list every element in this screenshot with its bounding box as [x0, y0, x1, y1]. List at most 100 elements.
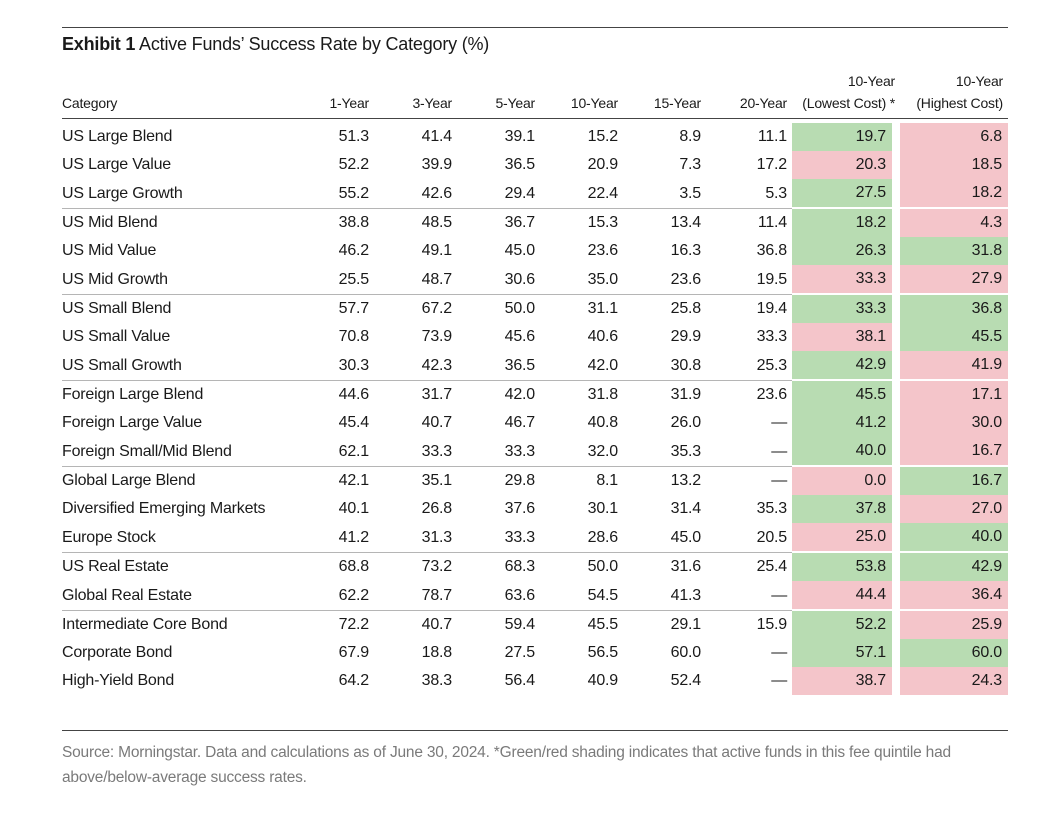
- value-cell: 33.3: [756, 328, 788, 345]
- value-cell: —: [771, 644, 787, 661]
- column-header: 1-Year: [298, 70, 374, 119]
- value-cell: 72.2: [338, 616, 370, 633]
- value-cell: 31.1: [587, 300, 619, 317]
- value-cell: 31.8: [587, 386, 619, 403]
- lowest-cost-cell: 25.0: [792, 523, 900, 553]
- top-rule: [62, 27, 1008, 28]
- lowest-cost-cell: 44.4: [792, 581, 900, 611]
- value-cell: 35.1: [421, 472, 453, 489]
- value-cell: —: [706, 437, 792, 467]
- value-cell: 7.3: [679, 156, 701, 173]
- table-row: Corporate Bond 67.9 18.8 27.5 56.5 60.0—57.1 6…: [62, 639, 1008, 667]
- value-cell: 40.7: [421, 414, 453, 431]
- value-cell: 42.3: [374, 351, 457, 381]
- value-cell: 31.9: [670, 386, 702, 403]
- value-cell: 29.4: [457, 179, 540, 209]
- success-rate-table: Category 1-Year 3-Year 5-Year 10-Year 15-Year…: [62, 70, 1008, 695]
- value-cell: —: [771, 414, 787, 431]
- table-row: US Real Estate 68.8 73.2 68.3 50.0 31.6 25.4 53…: [62, 553, 1008, 581]
- value-cell: 15.3: [587, 214, 619, 231]
- category-cell: US Mid Value: [62, 242, 157, 259]
- value-cell: 40.7: [421, 616, 453, 633]
- category-cell: Foreign Large Value: [62, 414, 202, 431]
- value-cell: 20.5: [706, 523, 792, 553]
- value-cell: 40.1: [338, 500, 370, 517]
- lowest-cost-cell: 37.8: [792, 495, 900, 523]
- value-cell: 46.2: [338, 242, 370, 259]
- highest-cost-cell: 16.7: [900, 467, 1008, 495]
- table-row: US Mid Blend 38.8 48.5 36.7 15.3 13.4 11.4 18.2…: [62, 209, 1008, 237]
- column-header: 10-Year (Highest Cost): [900, 70, 1008, 119]
- value-cell: 30.6: [457, 265, 540, 295]
- value-cell: 68.3: [504, 558, 536, 575]
- value-cell: 42.1: [338, 472, 370, 489]
- table-row: Global Real Estate 62.2 78.7 63.6 54.5 41.3—4…: [62, 581, 1008, 611]
- category-cell: US Large Growth: [62, 179, 298, 209]
- value-cell: 30.3: [298, 351, 374, 381]
- value-cell: 49.1: [421, 242, 453, 259]
- value-cell: 26.8: [421, 500, 453, 517]
- value-cell: 26.0: [670, 414, 702, 431]
- value-cell: 27.5: [504, 644, 536, 661]
- category-cell: Global Real Estate: [62, 581, 298, 611]
- highest-cost-cell: 60.0: [900, 639, 1008, 667]
- lowest-cost-cell: 38.7: [792, 667, 900, 695]
- value-cell: 32.0: [540, 437, 623, 467]
- lowest-cost-cell: 52.2: [792, 611, 900, 639]
- column-header: Category: [62, 70, 298, 119]
- value-cell: 29.9: [670, 328, 702, 345]
- value-cell: 36.5: [504, 156, 536, 173]
- value-cell: 3.5: [623, 179, 706, 209]
- value-cell: 68.8: [338, 558, 370, 575]
- value-cell: 46.7: [504, 414, 536, 431]
- value-cell: 52.4: [670, 672, 702, 689]
- lowest-cost-cell: 40.0: [792, 437, 900, 467]
- value-cell: 36.8: [756, 242, 788, 259]
- highest-cost-cell: 42.9: [900, 553, 1008, 581]
- value-cell: 40.6: [587, 328, 619, 345]
- exhibit-title: Exhibit 1 Active Funds’ Success Rate by …: [62, 34, 489, 55]
- table-row: Europe Stock 41.2 31.3 33.3 28.6 45.0 20.5 25.0…: [62, 523, 1008, 553]
- column-header-line1: 10-Year: [847, 73, 895, 89]
- value-cell: 38.8: [338, 214, 370, 231]
- value-cell: 41.2: [298, 523, 374, 553]
- value-cell: 31.7: [421, 386, 453, 403]
- value-cell: 42.0: [540, 351, 623, 381]
- table-row: US Mid Growth 25.5 48.7 30.6 35.0 23.6 19.5 33.…: [62, 265, 1008, 295]
- lowest-cost-cell: 57.1: [792, 639, 900, 667]
- value-cell: 62.1: [298, 437, 374, 467]
- value-cell: 20.9: [587, 156, 619, 173]
- value-cell: 25.8: [670, 300, 702, 317]
- value-cell: 40.9: [587, 672, 619, 689]
- lowest-cost-cell: 18.2: [792, 209, 900, 237]
- value-cell: 41.4: [421, 128, 453, 145]
- column-header: 5-Year: [457, 70, 540, 119]
- value-cell: 48.5: [421, 214, 453, 231]
- column-header-line2: 3-Year: [412, 95, 452, 111]
- column-header: 3-Year: [374, 70, 457, 119]
- column-header-line2: (Highest Cost): [916, 95, 1003, 111]
- column-header-line2: 15-Year: [653, 95, 701, 111]
- column-header: 10-Year (Lowest Cost) *: [792, 70, 900, 119]
- table-row: Foreign Large Blend 44.6 31.7 42.0 31.8 31.9 2…: [62, 381, 1008, 409]
- category-cell: US Small Value: [62, 328, 171, 345]
- value-cell: 45.6: [504, 328, 536, 345]
- table-header-row: Category 1-Year 3-Year 5-Year 10-Year 15-Year…: [62, 70, 1008, 119]
- table-row: Intermediate Core Bond 72.2 40.7 59.4 45.5 29…: [62, 611, 1008, 639]
- value-cell: 40.8: [587, 414, 619, 431]
- value-cell: 50.0: [504, 300, 536, 317]
- column-header-line2: (Lowest Cost) *: [802, 95, 895, 111]
- value-cell: 37.6: [504, 500, 536, 517]
- category-cell: Europe Stock: [62, 523, 298, 553]
- value-cell: 25.5: [298, 265, 374, 295]
- value-cell: 31.4: [670, 500, 702, 517]
- value-cell: 15.9: [756, 616, 788, 633]
- value-cell: 19.4: [756, 300, 788, 317]
- lowest-cost-cell: 27.5: [792, 179, 900, 209]
- value-cell: 30.8: [623, 351, 706, 381]
- category-cell: Foreign Large Blend: [62, 386, 204, 403]
- value-cell: 45.4: [338, 414, 370, 431]
- lowest-cost-cell: 33.3: [792, 265, 900, 295]
- value-cell: 13.4: [670, 214, 702, 231]
- value-cell: 33.3: [374, 437, 457, 467]
